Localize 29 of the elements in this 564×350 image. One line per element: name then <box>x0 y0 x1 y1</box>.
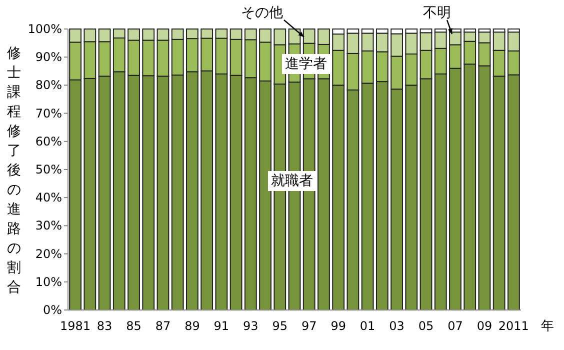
y-tick-label: 90% <box>35 50 62 64</box>
y-tick-label: 50% <box>35 162 62 176</box>
x-tick-label: 01 <box>360 319 376 333</box>
x-tick-label: 89 <box>184 319 200 333</box>
y-tick-label: 100% <box>28 22 62 36</box>
x-tick-label: 95 <box>272 319 288 333</box>
x-tick-label: 91 <box>214 319 230 333</box>
x-tick-label: 83 <box>96 319 112 333</box>
text: 修士課程修了後の進路の割合 <box>7 46 21 296</box>
x-tick-label: 2011 <box>498 319 529 333</box>
y-tick-label: 30% <box>35 218 62 233</box>
x-tick-label: 03 <box>389 319 404 333</box>
x-tick-label: 87 <box>155 319 171 333</box>
x-tick-label: 99 <box>330 319 346 333</box>
y-tick-label: 70% <box>35 106 62 120</box>
y-tick-label: 60% <box>35 134 62 148</box>
x-tick-label: 1981 <box>60 319 91 333</box>
y-tick-label: 0% <box>42 303 62 317</box>
x-axis-title: 年 <box>541 319 554 334</box>
x-tick-label: 97 <box>301 319 317 333</box>
y-tick-label: 20% <box>35 246 62 261</box>
y-tick-label: 80% <box>35 78 62 92</box>
x-tick-label: 07 <box>448 319 463 333</box>
y-tick-label: 40% <box>35 190 62 205</box>
x-tick-label: 85 <box>126 319 142 333</box>
x-tick-label: 93 <box>243 319 258 333</box>
x-tick-label: 09 <box>476 319 492 333</box>
x-tick-label: 05 <box>418 319 434 333</box>
y-tick-label: 10% <box>35 274 62 289</box>
